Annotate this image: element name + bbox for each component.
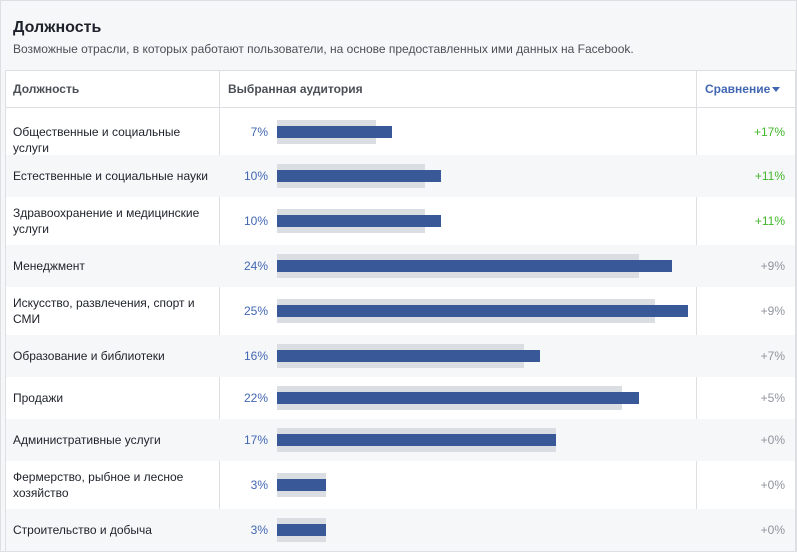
table-row: Естественные и социальные науки 10% +11% (6, 155, 795, 197)
job-title-label: Продажи (13, 391, 64, 405)
job-title-label: Здравоохранение и медицинские услуги (13, 206, 200, 236)
compare-value: +17% (753, 124, 785, 139)
audience-percent: 17% (243, 433, 268, 447)
compare-value: +7% (760, 349, 785, 363)
selected-audience-bar (277, 215, 441, 227)
selected-audience-bar (277, 170, 441, 182)
job-title-table: Должность Выбранная аудитория Сравнение … (5, 70, 796, 551)
compare-value: +11% (754, 169, 785, 183)
job-title-label: Образование и библиотеки (13, 349, 165, 363)
selected-audience-bar (277, 125, 392, 138)
table-header: Должность Выбранная аудитория Сравнение (6, 71, 795, 108)
audience-percent: 10% (243, 214, 268, 228)
selected-audience-bar (277, 260, 672, 272)
selected-audience-bar (277, 350, 540, 362)
table-row: Образование и библиотеки 16% +7% (6, 335, 795, 377)
column-header-audience: Выбранная аудитория (228, 82, 363, 96)
selected-audience-bar (277, 434, 556, 446)
audience-percent: 24% (243, 259, 268, 273)
compare-value: +11% (754, 214, 785, 228)
audience-percent: 22% (243, 391, 268, 405)
column-header-compare[interactable]: Сравнение (705, 82, 771, 96)
compare-value: +9% (760, 304, 785, 318)
chevron-down-icon[interactable] (772, 87, 781, 93)
table-row: Строительство и добыча 3% +0% (6, 509, 795, 551)
audience-percent: 7% (250, 124, 268, 139)
table-row: Продажи 22% +5% (6, 377, 795, 419)
audience-percent: 10% (243, 169, 268, 183)
selected-audience-bar (277, 305, 688, 317)
audience-percent: 25% (243, 304, 268, 318)
job-title-label: Искусство, развлечения, спорт и СМИ (13, 296, 195, 326)
table-row: Административные услуги 17% +0% (6, 419, 795, 461)
panel-subtitle: Возможные отрасли, в которых работают по… (13, 42, 634, 56)
column-divider (696, 71, 697, 551)
compare-value: +9% (760, 259, 785, 273)
compare-value: +5% (760, 391, 785, 405)
audience-percent: 3% (250, 478, 268, 492)
job-title-label: Менеджмент (13, 259, 85, 273)
selected-audience-bar (277, 524, 326, 536)
compare-value: +0% (760, 523, 785, 537)
column-divider (219, 71, 220, 551)
selected-audience-bar (277, 479, 326, 491)
table-row: Здравоохранение и медицинские услуги 10% +… (6, 197, 795, 245)
column-header-job: Должность (13, 82, 80, 96)
job-title-label: Общественные и социальные услуги (13, 124, 181, 155)
compare-value: +0% (760, 478, 785, 492)
table-row: Менеджмент 24% +9% (6, 245, 795, 287)
compare-value: +0% (760, 433, 785, 447)
audience-percent: 16% (243, 349, 268, 363)
job-title-label: Административные услуги (13, 433, 161, 447)
job-title-label: Строительство и добыча (13, 523, 152, 537)
panel-header: Должность Возможные отрасли, в которых р… (1, 1, 796, 70)
compare-sort-button[interactable]: Сравнение (705, 82, 781, 96)
panel-title: Должность (13, 19, 102, 36)
table-row: Фермерство, рыбное и лесное хозяйство 3% +… (6, 461, 795, 509)
job-title-label: Фермерство, рыбное и лесное хозяйство (13, 470, 184, 500)
table-row: Искусство, развлечения, спорт и СМИ 25% +9… (6, 287, 795, 335)
audience-percent: 3% (250, 523, 268, 537)
selected-audience-bar (277, 392, 639, 404)
table-row: Общественные и социальные услуги 7% +17% (6, 108, 795, 155)
job-title-label: Естественные и социальные науки (13, 169, 208, 183)
